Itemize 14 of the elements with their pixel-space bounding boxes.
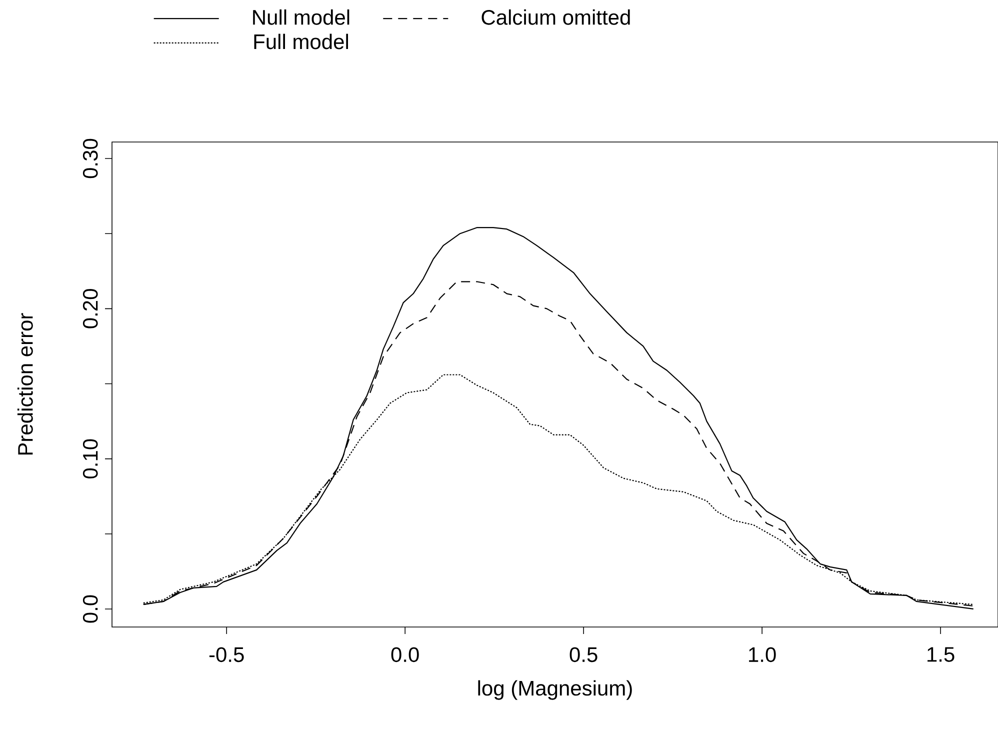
x-tick-label: -0.5 xyxy=(209,647,244,662)
y-axis-title: Prediction error xyxy=(17,313,33,455)
legend-label: Null model xyxy=(253,9,350,25)
y-tick-label: 0.30 xyxy=(82,138,98,178)
legend-label: Full model xyxy=(254,34,348,50)
y-tick-label: 0.0 xyxy=(82,595,98,623)
y-tick-label: 0.10 xyxy=(82,439,98,478)
x-tick-label: 0.5 xyxy=(570,647,598,662)
x-tick-label: 0.0 xyxy=(391,647,419,662)
legend-label: Calcium omitted xyxy=(482,9,630,25)
y-tick-label: 0.20 xyxy=(82,289,98,328)
x-tick-label: 1.5 xyxy=(928,647,954,662)
x-tick-label: 1.0 xyxy=(749,647,776,662)
x-axis-title: log (Magnesium) xyxy=(478,680,632,700)
